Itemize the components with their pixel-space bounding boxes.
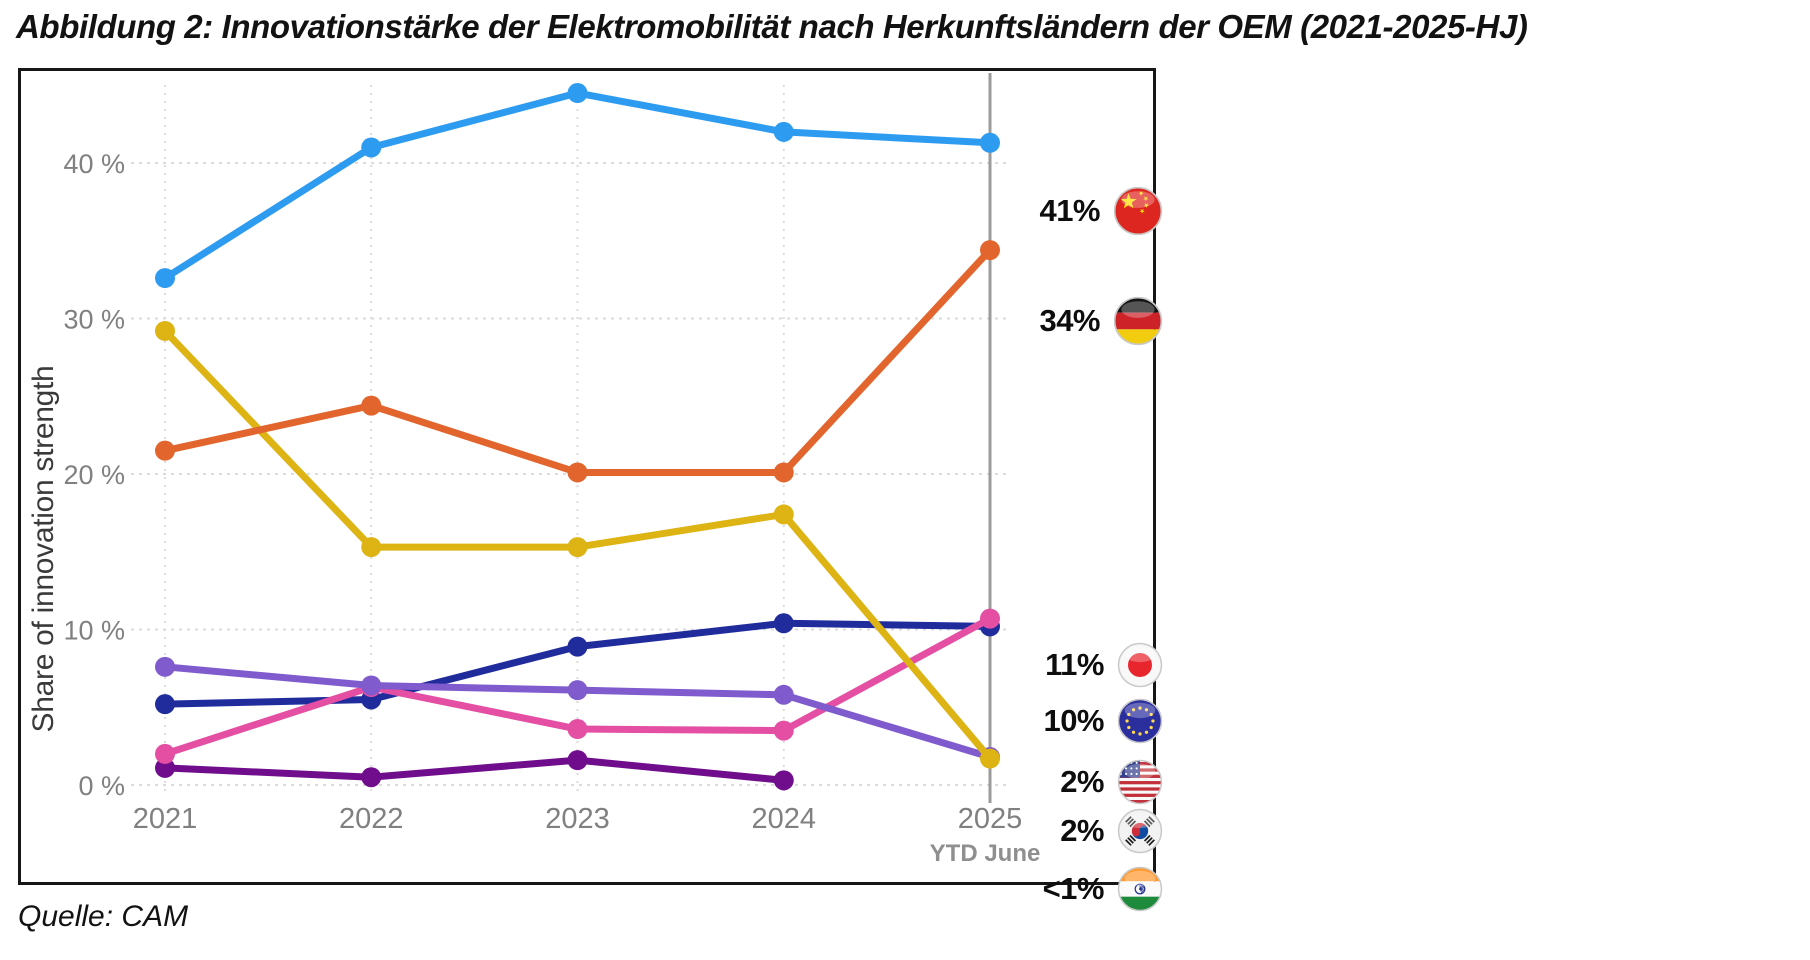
y-tick-labels: 40 % 30 % 20 % 10 % 0 % bbox=[63, 149, 125, 801]
legend-value-label: 2% bbox=[1060, 764, 1104, 799]
series-point-south-korea bbox=[773, 684, 794, 705]
legend-value-label: 10% bbox=[1043, 703, 1104, 738]
series-point-india bbox=[155, 757, 175, 778]
series-line-india bbox=[161, 756, 788, 784]
series-point-india bbox=[567, 750, 588, 771]
series-point-india bbox=[361, 767, 382, 788]
chart-plot-area: 40 % 30 % 20 % 10 % 0 % 2021 2022 2023 2024 2025 Y… bbox=[63, 73, 1041, 867]
flag-china-icon bbox=[1113, 186, 1163, 236]
legend-value-label: 41% bbox=[1039, 193, 1100, 228]
legend-row-south-korea: 2% bbox=[911, 805, 1163, 857]
series-point-usa bbox=[773, 504, 794, 525]
y-tick-label: 10 % bbox=[63, 616, 125, 646]
series-point-india bbox=[773, 770, 794, 791]
legend-row-germany: 34% bbox=[911, 295, 1163, 347]
series-point-japan bbox=[773, 720, 794, 741]
gridlines bbox=[131, 85, 1006, 793]
flag-south-korea-icon bbox=[1117, 808, 1163, 854]
flag-usa-icon bbox=[1117, 759, 1163, 805]
series-point-germany bbox=[155, 440, 175, 461]
series-line-china bbox=[161, 89, 994, 282]
series-point-germany bbox=[567, 462, 588, 483]
x-tick-labels: 2021 2022 2023 2024 2025 bbox=[133, 803, 1023, 835]
page-title: Abbildung 2: Innovationstärke der Elektr… bbox=[16, 8, 1528, 45]
series-point-china bbox=[980, 132, 1000, 153]
legend-row-india: <1% bbox=[911, 863, 1163, 915]
legend-value-label: 11% bbox=[1045, 647, 1104, 682]
flag-germany-icon bbox=[1113, 296, 1163, 346]
series-point-china bbox=[155, 268, 175, 289]
series-point-germany bbox=[773, 462, 794, 483]
legend-row-japan: 11% bbox=[911, 639, 1163, 691]
y-tick-label: 20 % bbox=[63, 460, 125, 490]
y-tick-label: 40 % bbox=[63, 149, 125, 179]
series-point-japan bbox=[980, 608, 1000, 629]
series-point-usa bbox=[155, 320, 175, 341]
series-point-china bbox=[773, 121, 794, 142]
x-note: YTD June bbox=[930, 840, 1041, 867]
legend-row-china: 41% bbox=[911, 185, 1163, 237]
series-point-usa bbox=[980, 748, 1000, 769]
flag-eu-icon bbox=[1117, 698, 1163, 744]
legend-value-label: 2% bbox=[1060, 813, 1104, 848]
legend-row-usa: 2% bbox=[911, 756, 1163, 808]
series-point-china bbox=[567, 83, 588, 104]
y-tick-label: 0 % bbox=[78, 771, 125, 801]
series-point-eu bbox=[155, 694, 175, 715]
series-point-japan bbox=[155, 743, 175, 764]
y-tick-label: 30 % bbox=[63, 305, 125, 335]
series-point-germany bbox=[980, 240, 1000, 261]
series-point-south-korea bbox=[361, 675, 382, 696]
series-point-south-korea bbox=[567, 680, 588, 701]
source-note: Quelle: CAM bbox=[18, 900, 189, 933]
series-point-usa bbox=[361, 537, 382, 558]
legend-row-eu: 10% bbox=[911, 695, 1163, 747]
series-usa bbox=[155, 320, 1000, 769]
series-point-japan bbox=[567, 719, 588, 740]
series-line-germany bbox=[161, 246, 994, 476]
x-tick-label: 2025 bbox=[958, 803, 1023, 835]
series-point-china bbox=[361, 137, 382, 158]
x-tick-label: 2022 bbox=[339, 803, 404, 835]
series-point-south-korea bbox=[155, 656, 175, 677]
series-germany bbox=[155, 240, 1000, 483]
legend-value-label: 34% bbox=[1039, 303, 1100, 338]
x-tick-label: 2023 bbox=[545, 803, 610, 835]
chart-frame: Share of innovation strength 40 % 30 % 20 … bbox=[18, 68, 1163, 912]
series-point-eu bbox=[773, 613, 794, 634]
series-point-usa bbox=[567, 537, 588, 558]
legend-value-label: <1% bbox=[1042, 871, 1105, 906]
series-point-germany bbox=[361, 395, 382, 416]
series-india bbox=[155, 750, 794, 791]
x-tick-label: 2024 bbox=[751, 803, 816, 835]
flag-japan-icon bbox=[1117, 642, 1163, 688]
series-point-eu bbox=[567, 636, 588, 657]
x-tick-label: 2021 bbox=[133, 803, 198, 835]
series-china bbox=[155, 83, 1000, 289]
flag-india-icon bbox=[1117, 866, 1163, 912]
